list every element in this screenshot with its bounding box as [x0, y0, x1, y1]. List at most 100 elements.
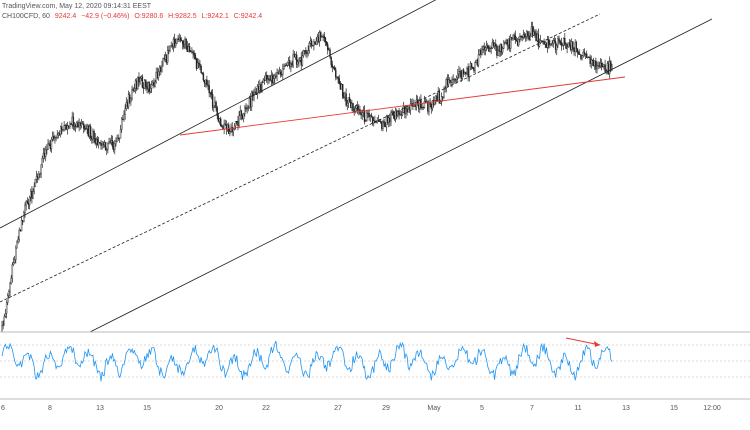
- candle-body: [168, 49, 170, 51]
- candle-body: [274, 75, 276, 79]
- candle-body: [167, 50, 169, 63]
- candle-body: [450, 80, 452, 83]
- candle-body: [122, 118, 124, 120]
- candle-body: [177, 38, 179, 40]
- candle-body: [407, 108, 409, 113]
- candle-body: [116, 137, 118, 142]
- candle-body: [488, 47, 490, 52]
- candle-body: [483, 46, 485, 51]
- candle-body: [474, 62, 476, 71]
- candle-body: [104, 142, 107, 151]
- candle-body: [307, 50, 309, 54]
- time-tick-label: 8: [48, 405, 52, 412]
- candle-body: [443, 88, 445, 98]
- candle-body: [524, 36, 527, 38]
- candle-body: [117, 137, 119, 140]
- candle-body: [393, 115, 396, 120]
- candle-body: [462, 69, 465, 75]
- candle-body: [364, 120, 367, 122]
- candle-body: [263, 79, 266, 81]
- candle-body: [399, 114, 401, 116]
- candle-body: [149, 88, 152, 92]
- candle-body: [188, 46, 191, 52]
- candle-body: [94, 138, 96, 144]
- candle-body: [543, 41, 545, 45]
- candle-body: [142, 87, 145, 89]
- candle-body: [100, 143, 102, 146]
- candle-body: [156, 72, 159, 78]
- candle-body: [513, 34, 515, 36]
- candle-body: [583, 51, 586, 55]
- candle-body: [436, 95, 438, 101]
- candle-body: [86, 125, 88, 129]
- candle-body: [566, 46, 568, 49]
- candle-body: [185, 38, 187, 47]
- candle-body: [398, 110, 400, 115]
- candle-body: [33, 186, 35, 192]
- header-open: O:9280.6: [134, 13, 163, 20]
- candle-body: [64, 125, 67, 127]
- candle-body: [423, 101, 426, 108]
- candle-body: [76, 122, 78, 127]
- candle-body: [228, 124, 230, 134]
- candle-body: [348, 97, 351, 103]
- header-last: 9242.4: [55, 13, 77, 20]
- candle-body: [522, 34, 525, 38]
- candle-body: [24, 204, 26, 213]
- header-high: H:9282.5: [168, 13, 197, 20]
- candle-body: [341, 84, 344, 97]
- candle-body: [291, 62, 293, 66]
- candle-body: [170, 45, 172, 47]
- candle-body: [610, 61, 612, 69]
- candle-body: [28, 196, 31, 206]
- candle-body: [97, 142, 100, 146]
- candle-body: [343, 96, 345, 99]
- candle-body: [191, 51, 193, 53]
- candle-body: [5, 302, 8, 314]
- candle-body: [160, 66, 162, 72]
- candle-body: [124, 108, 126, 115]
- candle-body: [354, 108, 357, 112]
- candle-body: [195, 58, 198, 69]
- candle-body: [546, 39, 549, 48]
- candle-body: [78, 122, 80, 128]
- candle-body: [545, 42, 548, 48]
- candle-body: [564, 38, 566, 44]
- candle-body: [309, 40, 312, 44]
- candle-body: [518, 39, 520, 46]
- candle-body: [11, 264, 14, 279]
- candle-body: [512, 34, 514, 39]
- candle-body: [384, 123, 386, 128]
- candle-body: [247, 107, 250, 109]
- candle-body: [406, 108, 408, 113]
- candle-body: [317, 36, 320, 42]
- candle-body: [458, 71, 460, 75]
- candle-body: [192, 51, 194, 54]
- candle-body: [287, 60, 290, 63]
- candle-body: [424, 101, 427, 103]
- candle-body: [267, 78, 269, 80]
- candle-body: [242, 113, 245, 119]
- candle-body: [17, 239, 19, 243]
- candle-body: [369, 114, 372, 117]
- time-tick-label: 15: [670, 405, 678, 412]
- candle-body: [99, 142, 101, 144]
- candle-body: [482, 46, 484, 50]
- candle-body: [141, 76, 144, 88]
- candle-body: [461, 69, 464, 79]
- candle-body: [70, 123, 72, 125]
- candle-body: [112, 146, 115, 150]
- candle-body: [140, 76, 142, 79]
- candle-body: [79, 122, 81, 126]
- candle-body: [467, 67, 469, 78]
- candle-body: [114, 143, 116, 150]
- candle-body: [15, 247, 17, 260]
- time-tick-label: 13: [96, 405, 104, 412]
- candle-body: [528, 35, 530, 40]
- chart-header-line2: CH100CFD, 60 9242.4 −42.9 (−0.46%) O:928…: [2, 13, 262, 20]
- time-tick-label: May: [427, 405, 441, 412]
- candle-body: [202, 73, 205, 81]
- candle-body: [598, 65, 601, 67]
- candle-body: [285, 65, 287, 67]
- candle-body: [508, 38, 511, 49]
